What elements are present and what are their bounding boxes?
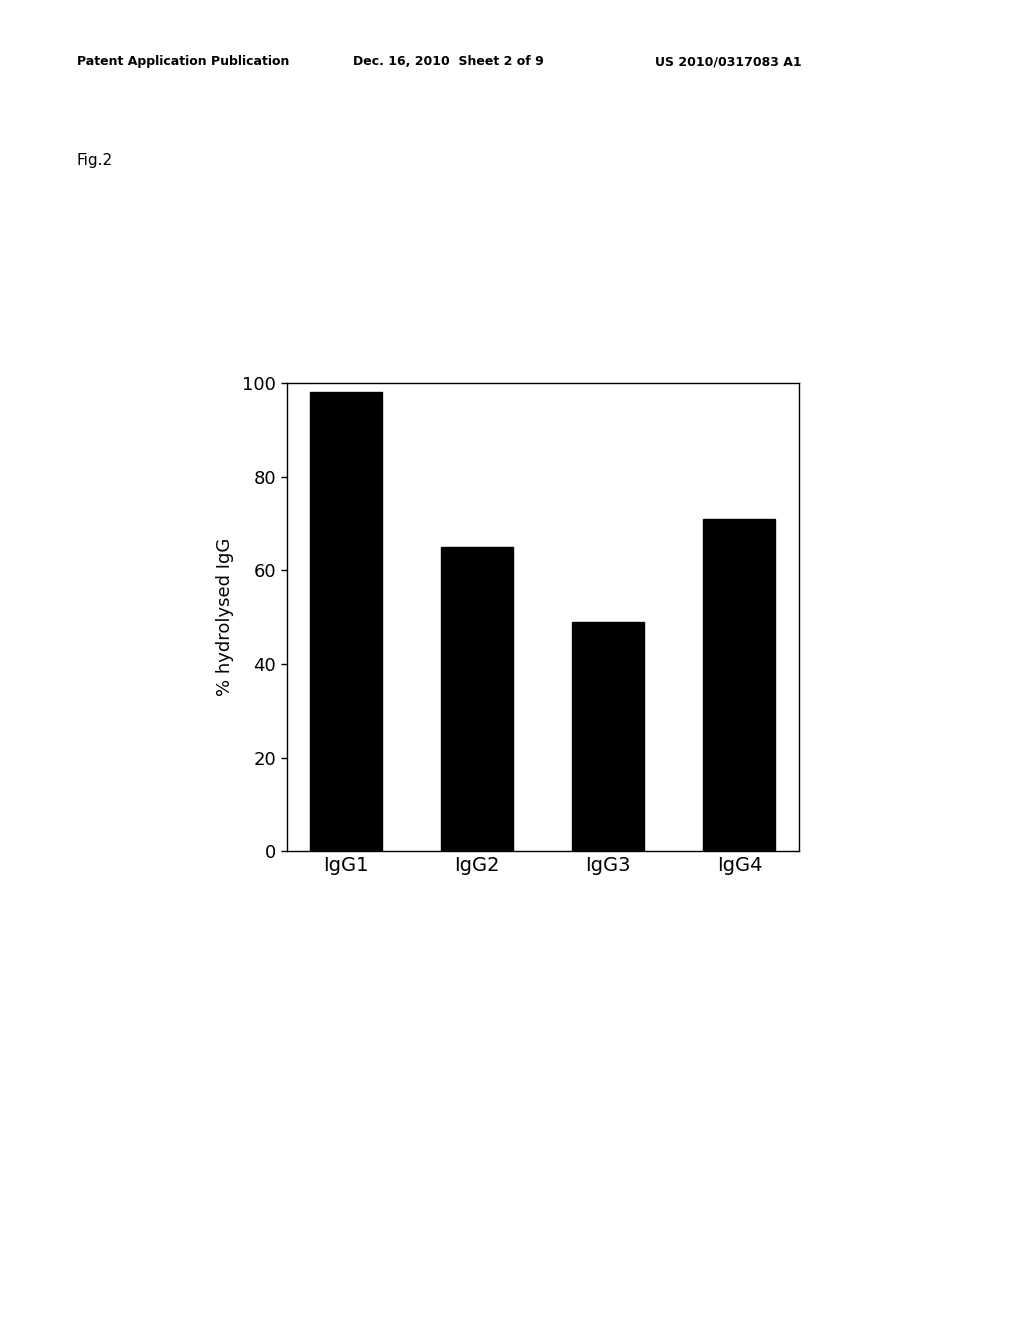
Text: US 2010/0317083 A1: US 2010/0317083 A1 bbox=[655, 55, 802, 69]
Bar bbox=[441, 546, 513, 851]
Y-axis label: % hydrolysed IgG: % hydrolysed IgG bbox=[216, 539, 234, 696]
Bar bbox=[310, 392, 382, 851]
Text: Fig.2: Fig.2 bbox=[77, 153, 113, 168]
Text: Patent Application Publication: Patent Application Publication bbox=[77, 55, 289, 69]
Bar bbox=[703, 519, 775, 851]
Bar bbox=[572, 622, 644, 851]
Text: Dec. 16, 2010  Sheet 2 of 9: Dec. 16, 2010 Sheet 2 of 9 bbox=[353, 55, 544, 69]
